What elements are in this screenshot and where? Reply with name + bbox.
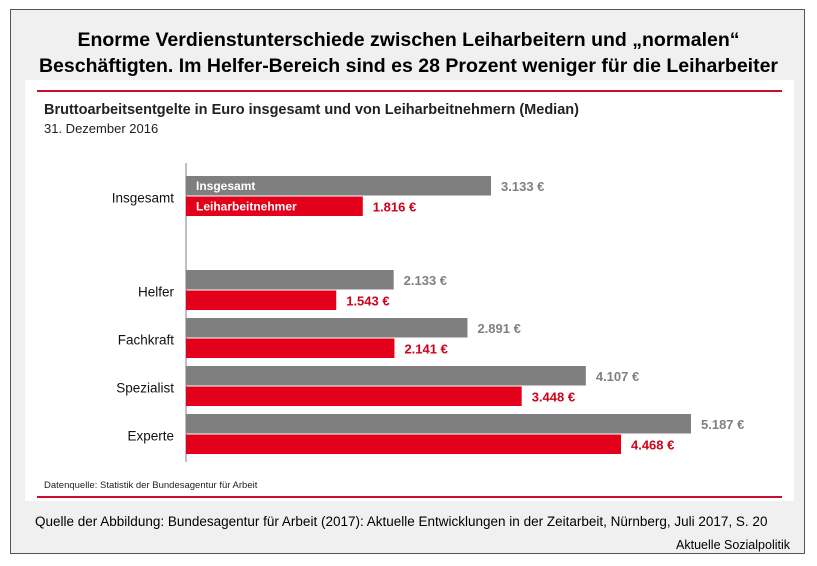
- bottom-divider: [37, 496, 782, 498]
- category-label: Fachkraft: [118, 333, 175, 348]
- bar-insgesamt: [186, 176, 492, 196]
- figure-source: Quelle der Abbildung: Bundesagentur für …: [35, 514, 768, 529]
- data-label: 2.141 €: [404, 342, 447, 357]
- bar-leiharbeitnehmer: [186, 290, 337, 310]
- category-label: Insgesamt: [112, 191, 175, 206]
- category-label: Spezialist: [116, 381, 174, 396]
- category-label: Experte: [127, 429, 174, 444]
- chart-subtitle: 31. Dezember 2016: [44, 121, 159, 136]
- data-label: 3.133 €: [501, 179, 544, 194]
- data-label: 2.133 €: [404, 273, 447, 288]
- data-label: 1.816 €: [373, 200, 416, 215]
- headline: Enorme Verdienstunterschiede zwischen Le…: [11, 27, 806, 79]
- data-label: 5.187 €: [701, 417, 744, 432]
- data-source-note: Datenquelle: Statistik der Bundesagentur…: [44, 480, 258, 491]
- data-label: 4.107 €: [596, 369, 639, 384]
- data-label: 2.891 €: [477, 321, 520, 336]
- data-label: 4.468 €: [631, 438, 674, 453]
- category-label: Helfer: [138, 285, 175, 300]
- bar-insgesamt: [186, 414, 691, 434]
- legend-label: Insgesamt: [196, 179, 255, 193]
- bar-insgesamt: [186, 318, 468, 338]
- bar-insgesamt: [186, 270, 394, 290]
- top-divider: [37, 90, 782, 92]
- brand-label: Aktuelle Sozialpolitik: [676, 538, 790, 552]
- bar-leiharbeitnehmer: [186, 386, 522, 406]
- bar-leiharbeitnehmer: [186, 196, 363, 216]
- headline-line-1: Enorme Verdienstunterschiede zwischen Le…: [77, 29, 740, 51]
- bar-leiharbeitnehmer: [186, 338, 395, 358]
- data-label: 3.448 €: [532, 390, 575, 405]
- headline-line-2: Beschäftigten. Im Helfer-Bereich sind es…: [38, 55, 779, 77]
- chart-title: Bruttoarbeitsentgelte in Euro insgesamt …: [44, 102, 579, 118]
- legend-label: Leiharbeitnehmer: [196, 200, 297, 214]
- data-label: 1.543 €: [346, 294, 389, 309]
- bar-insgesamt: [186, 366, 586, 386]
- bar-leiharbeitnehmer: [186, 434, 621, 454]
- figure-frame: Enorme Verdienstunterschiede zwischen Le…: [10, 9, 805, 554]
